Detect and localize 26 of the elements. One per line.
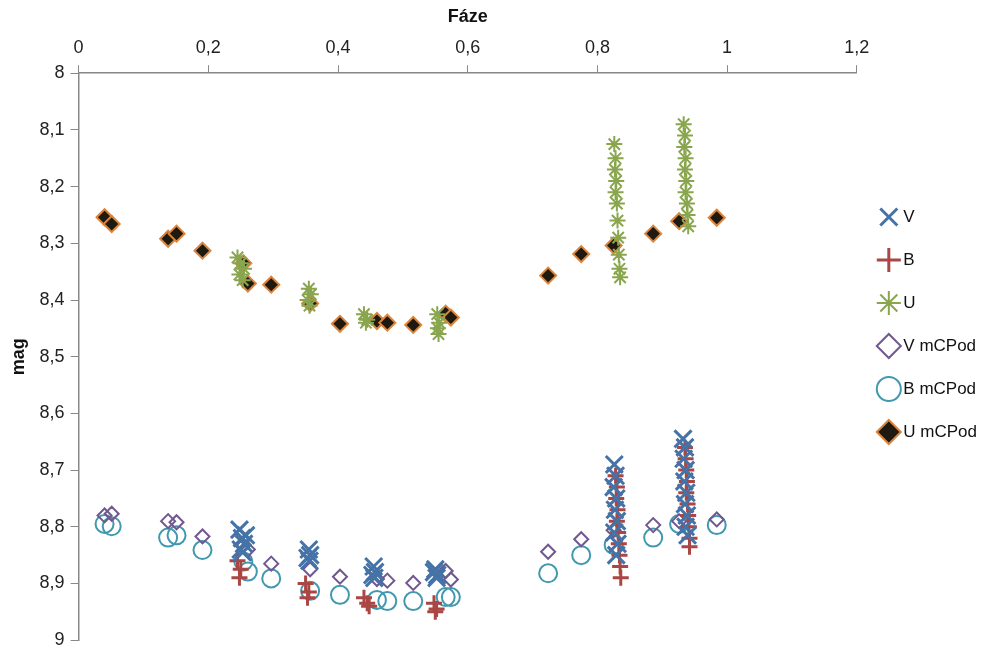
y-tick-label: 8,6 (39, 402, 65, 423)
y-axis-title: mag (7, 338, 28, 376)
x-tick-label: 1 (722, 37, 733, 58)
y-tick-label: 8,2 (39, 175, 65, 196)
y-tick-label: 8,3 (39, 232, 65, 253)
x-tick-label: 0,4 (325, 37, 351, 58)
x-tick-label: 0,8 (584, 37, 610, 58)
x-tick-label: 1,2 (844, 37, 870, 58)
x-tick-label: 0 (73, 37, 84, 58)
legend-label: U mCPod (903, 421, 977, 441)
y-tick-label: 8,1 (39, 118, 65, 139)
x-axis-title: Fáze (447, 5, 488, 26)
legend-label: B mCPod (903, 378, 977, 398)
y-tick-label: 8,4 (39, 288, 65, 309)
y-tick-label: 8,5 (39, 345, 65, 366)
y-tick-label: 8,8 (39, 515, 65, 536)
y-tick-label: 8,7 (39, 459, 65, 480)
x-tick-label: 0,6 (455, 37, 481, 58)
y-tick-label: 9 (54, 629, 65, 650)
legend-label: V mCPod (903, 335, 977, 355)
legend-label: V (903, 206, 916, 226)
y-tick-label: 8,9 (39, 572, 65, 593)
x-tick-label: 0,2 (195, 37, 221, 58)
y-tick-label: 8 (54, 62, 65, 83)
legend-label: U (903, 292, 916, 312)
legend-label: B (903, 249, 915, 269)
